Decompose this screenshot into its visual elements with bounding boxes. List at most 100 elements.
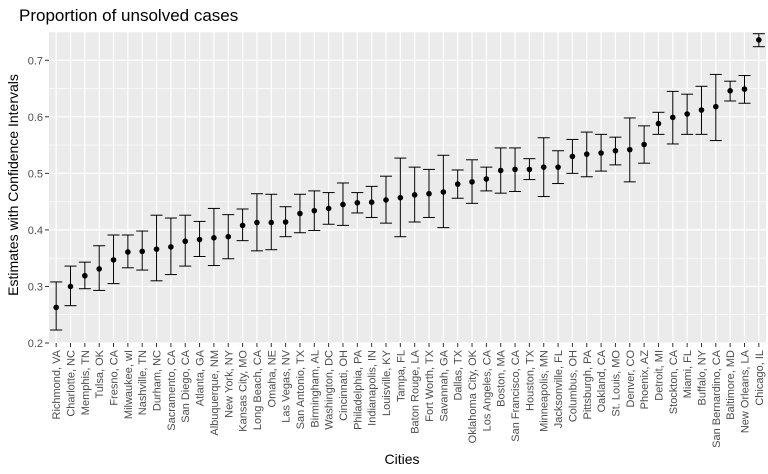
data-point-group xyxy=(566,138,579,174)
x-tick-label: Jacksonville, FL xyxy=(553,350,565,428)
x-tick-label: Las Vegas, NV xyxy=(281,349,293,422)
data-point xyxy=(713,103,719,110)
y-tick-label: 0.7 xyxy=(28,55,43,67)
data-point xyxy=(669,114,676,121)
x-tick-label: New Orleans, LA xyxy=(739,349,751,433)
data-point-group xyxy=(193,220,206,257)
x-tick-label: Miami, FL xyxy=(682,350,694,398)
data-point xyxy=(612,147,619,154)
data-point xyxy=(598,150,604,156)
x-tick-label: Philadelphia, PA xyxy=(352,349,364,430)
data-point xyxy=(125,249,131,255)
data-point-group xyxy=(279,206,292,238)
data-point-group xyxy=(365,185,378,218)
x-tick-label: Washington, DC xyxy=(324,350,336,430)
data-point-group xyxy=(136,230,149,271)
data-point xyxy=(741,86,748,92)
x-tick-label: Louisville, KY xyxy=(381,349,393,416)
data-point-group xyxy=(537,137,550,198)
data-point-group xyxy=(451,169,464,199)
data-point xyxy=(67,283,74,290)
data-point xyxy=(297,210,303,217)
x-tick-label: Los Angeles, CA xyxy=(481,349,493,431)
x-tick-label: Detroit, MI xyxy=(653,350,665,401)
y-tick-label: 0.4 xyxy=(28,225,43,237)
x-tick-label: St. Louis, MO xyxy=(610,350,622,417)
x-tick-label: Baton Rouge, LA xyxy=(410,349,422,433)
data-point-group xyxy=(236,208,249,242)
data-point xyxy=(368,199,375,206)
x-tick-label: Atlanta, GA xyxy=(195,349,207,406)
data-point xyxy=(540,164,547,170)
x-tick-label: Indianapolis, IN xyxy=(367,350,379,426)
x-axis: Richmond, VA Charlotte, NC Memphis, TN Tuls… xyxy=(51,343,766,448)
data-point xyxy=(583,151,590,157)
data-point-group xyxy=(623,117,636,183)
data-point xyxy=(655,120,662,127)
plot-panel xyxy=(49,32,766,343)
data-point xyxy=(626,146,633,153)
data-point xyxy=(153,246,160,252)
y-tick-label: 0.3 xyxy=(28,281,43,293)
x-tick-label: Cincinnati, OH xyxy=(338,350,350,421)
data-point xyxy=(383,197,389,203)
data-point xyxy=(469,179,475,185)
data-point xyxy=(440,189,447,195)
data-point xyxy=(641,141,647,148)
data-point xyxy=(225,233,232,240)
data-point xyxy=(698,107,705,113)
y-tick-label: 0.6 xyxy=(28,112,43,124)
x-tick-label: Denver, CO xyxy=(625,350,637,408)
data-point xyxy=(282,219,289,225)
data-point-group xyxy=(738,75,751,104)
data-marks xyxy=(50,33,765,331)
x-tick-label: Omaha, NE xyxy=(266,350,278,407)
data-point-group xyxy=(164,217,177,276)
data-point xyxy=(182,238,189,245)
x-tick-label: Stockton, CA xyxy=(668,349,680,414)
x-tick-label: Albuquerque, NM xyxy=(209,350,221,436)
x-tick-label: Kansas City, MO xyxy=(238,350,250,432)
x-tick-label: Charlotte, NC xyxy=(66,350,78,417)
data-point xyxy=(53,304,59,311)
data-point-group xyxy=(666,90,679,145)
chart-title: Proportion of unsolved cases xyxy=(19,6,238,25)
data-point-group xyxy=(150,214,163,282)
x-tick-label: Long Beach, CA xyxy=(252,349,264,430)
data-point xyxy=(268,219,275,226)
data-point xyxy=(411,192,418,198)
data-point-group xyxy=(322,192,335,225)
x-tick-label: Richmond, VA xyxy=(51,349,63,419)
x-tick-label: New York, NY xyxy=(223,349,235,418)
y-axis: 0.2 0.3 0.4 0.5 0.6 0.7 xyxy=(28,55,49,350)
data-point-group xyxy=(466,159,479,204)
x-tick-label: Tampa, FL xyxy=(395,350,407,402)
x-tick-label: San Diego, CA xyxy=(180,349,192,422)
data-point-group xyxy=(580,131,593,178)
data-point xyxy=(526,166,533,173)
data-point-group xyxy=(207,207,220,267)
data-point-group xyxy=(308,190,321,231)
x-tick-label: San Bernardino, CA xyxy=(711,349,723,447)
x-tick-label: Buffalo, NY xyxy=(696,349,708,405)
y-axis-title: Estimates with Confidence Intervals xyxy=(5,74,21,296)
data-point-group xyxy=(408,166,421,223)
data-point-group xyxy=(480,166,493,192)
data-point-group xyxy=(250,193,263,252)
data-point xyxy=(354,199,361,206)
data-point-group xyxy=(595,133,608,172)
data-point-group xyxy=(437,154,450,229)
x-tick-label: Houston, TX xyxy=(524,349,536,411)
y-tick-label: 0.2 xyxy=(28,338,43,350)
data-point-group xyxy=(509,147,522,192)
grid-lines xyxy=(49,31,766,344)
x-tick-label: Durham, NC xyxy=(152,350,164,411)
data-point xyxy=(684,111,690,117)
data-point-group xyxy=(724,80,737,102)
data-point xyxy=(426,190,432,197)
data-point-group xyxy=(93,245,106,291)
x-tick-label: Chicago, IL xyxy=(754,350,766,406)
data-point xyxy=(512,166,518,173)
data-point xyxy=(555,164,561,170)
